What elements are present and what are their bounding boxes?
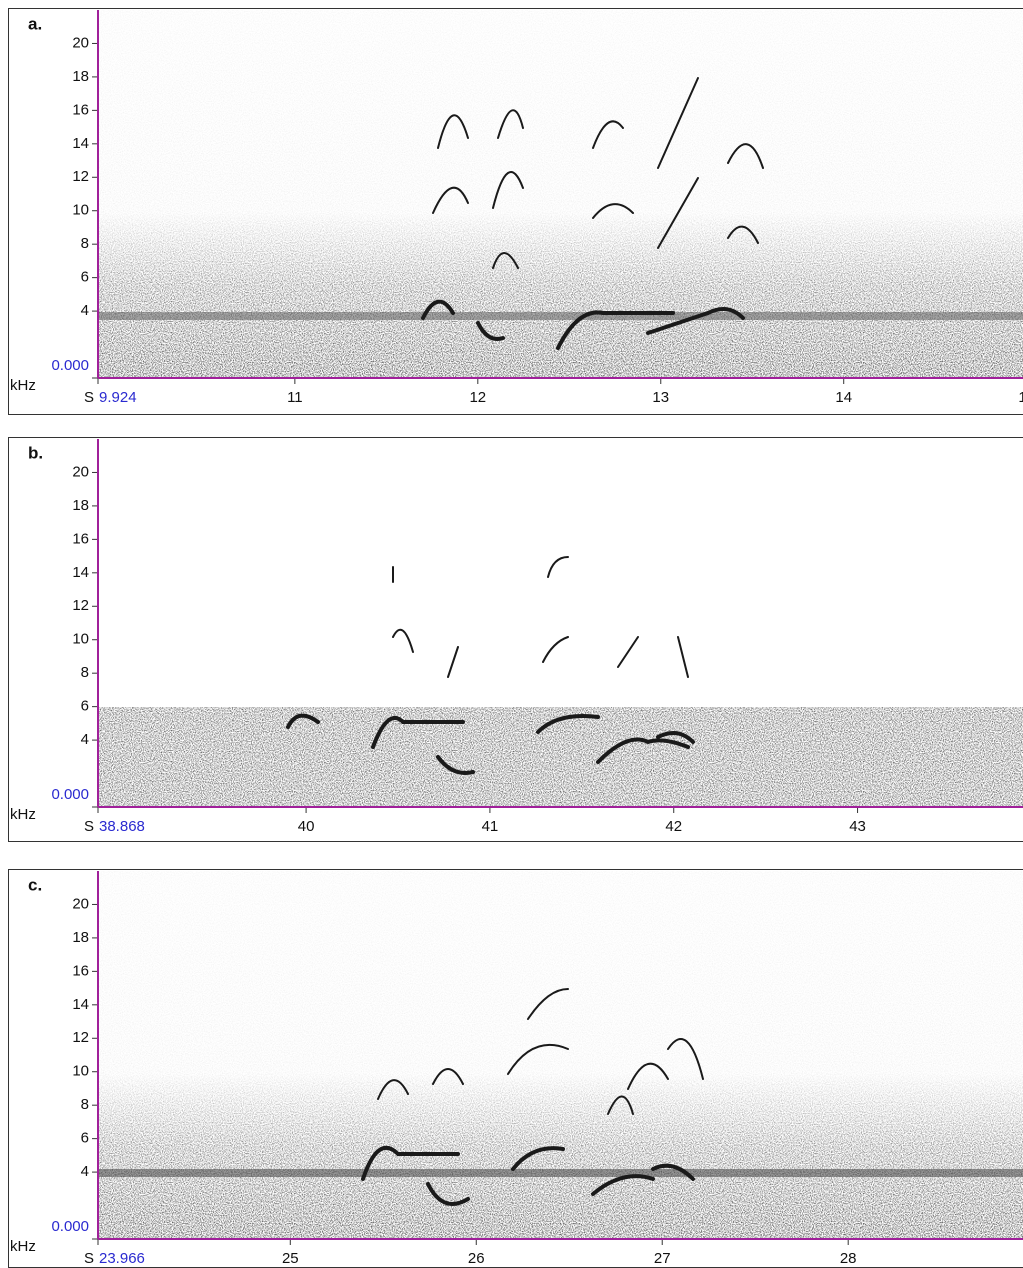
panel-frame <box>8 8 1023 415</box>
y-tick-label: 6 <box>81 698 89 715</box>
spectrogram-image <box>98 556 1023 807</box>
panel-frame <box>8 437 1023 842</box>
y-tick-label: 0.000 <box>51 786 89 803</box>
x-unit: S <box>84 818 94 835</box>
x-tick-label: 11 <box>287 389 303 406</box>
x-tick-label: 41 <box>482 818 499 835</box>
spectrogram-image <box>98 871 1023 1239</box>
x-tick-label: 13 <box>652 389 669 406</box>
x-unit: S <box>84 1250 94 1267</box>
panel-label: a. <box>28 14 42 33</box>
y-tick-label: 18 <box>72 929 89 946</box>
y-tick-label: 8 <box>81 664 89 681</box>
x-tick-label: 28 <box>840 1250 857 1267</box>
x-unit: S <box>84 389 94 406</box>
y-tick-label: 14 <box>72 564 89 581</box>
y-tick-label: 6 <box>81 1130 89 1147</box>
spectrogram-image <box>98 10 1023 378</box>
x-tick-label: 40 <box>298 818 315 835</box>
y-tick-label: 10 <box>72 202 89 219</box>
y-tick-label: 16 <box>72 962 89 979</box>
x-tick-label: 42 <box>665 818 682 835</box>
y-tick-label: 16 <box>72 101 89 118</box>
y-tick-label: 12 <box>72 168 89 185</box>
x-tick-label: 25 <box>282 1250 299 1267</box>
x-tick-label: 9.924 <box>99 389 137 406</box>
x-tick-label: 12 <box>469 389 486 406</box>
x-tick-label: 43 <box>849 818 866 835</box>
y-tick-label: 12 <box>72 1029 89 1046</box>
y-tick-label: 14 <box>72 135 89 152</box>
x-tick-label: 23.966 <box>99 1250 145 1267</box>
panel-label: c. <box>28 875 42 894</box>
y-unit: kHz <box>10 1238 36 1255</box>
y-tick-label: 0.000 <box>51 357 89 374</box>
y-tick-label: 4 <box>81 731 89 748</box>
x-tick-label: 15 <box>1018 389 1023 406</box>
y-tick-label: 20 <box>72 895 89 912</box>
spectrogram-panel: c. kHz S 0.000 4 6 8 10 12 14 16 18 20 23.966 25 26 27 28 <box>8 869 1023 1268</box>
y-tick-label: 0.000 <box>51 1218 89 1235</box>
x-tick-label: 14 <box>835 389 852 406</box>
y-unit: kHz <box>10 806 36 823</box>
spectrogram-panel: b. kHz S 0.000 4 6 8 10 12 14 16 18 20 38.868 40 41 42 43 <box>8 437 1023 842</box>
y-tick-label: 8 <box>81 235 89 252</box>
y-tick-label: 14 <box>72 996 89 1013</box>
x-tick-label: 27 <box>654 1250 671 1267</box>
y-tick-label: 6 <box>81 269 89 286</box>
x-tick-label: 26 <box>468 1250 485 1267</box>
y-tick-label: 10 <box>72 631 89 648</box>
y-tick-label: 4 <box>81 302 89 319</box>
y-tick-label: 12 <box>72 597 89 614</box>
y-tick-label: 4 <box>81 1163 89 1180</box>
y-tick-label: 16 <box>72 530 89 547</box>
spectrogram-panel: a. kHz S 0.000 4 6 8 10 12 14 16 18 20 9.924 11 12 13 14 1… <box>8 8 1023 415</box>
y-tick-label: 18 <box>72 68 89 85</box>
y-tick-label: 8 <box>81 1096 89 1113</box>
y-tick-label: 20 <box>72 34 89 51</box>
y-tick-label: 10 <box>72 1063 89 1080</box>
y-tick-label: 20 <box>72 463 89 480</box>
panel-label: b. <box>28 443 43 462</box>
x-tick-label: 38.868 <box>99 818 145 835</box>
y-tick-label: 18 <box>72 497 89 514</box>
y-unit: kHz <box>10 377 36 394</box>
